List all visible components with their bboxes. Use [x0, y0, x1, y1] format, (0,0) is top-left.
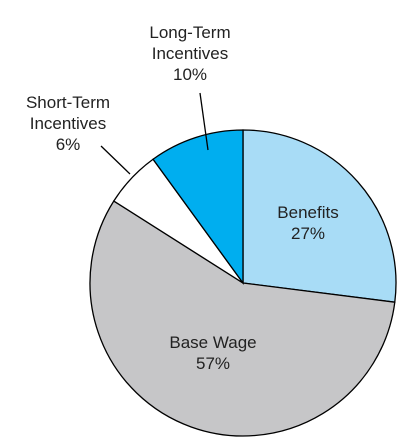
category-label: Base Wage	[169, 333, 257, 352]
leader-line	[199, 92, 209, 151]
value-label: 27%	[290, 224, 326, 243]
slice-label: Long-Term Incentives 10%	[135, 22, 245, 85]
category-label: Short-Term Incentives	[25, 93, 111, 133]
value-label: 57%	[195, 354, 231, 373]
leader-line	[100, 145, 131, 175]
slice-label: Short-Term Incentives 6%	[13, 92, 123, 155]
value-label: 6%	[55, 135, 81, 154]
pie-slice	[89, 200, 396, 437]
category-label: Benefits	[277, 203, 339, 222]
category-label: Long-Term Incentives	[149, 23, 231, 63]
pie-slice	[152, 129, 244, 286]
slice-label: Benefits 27%	[258, 202, 358, 244]
pie-slice	[242, 129, 397, 303]
slice-label: Base Wage 57%	[153, 332, 273, 374]
value-label: 10%	[172, 65, 208, 84]
